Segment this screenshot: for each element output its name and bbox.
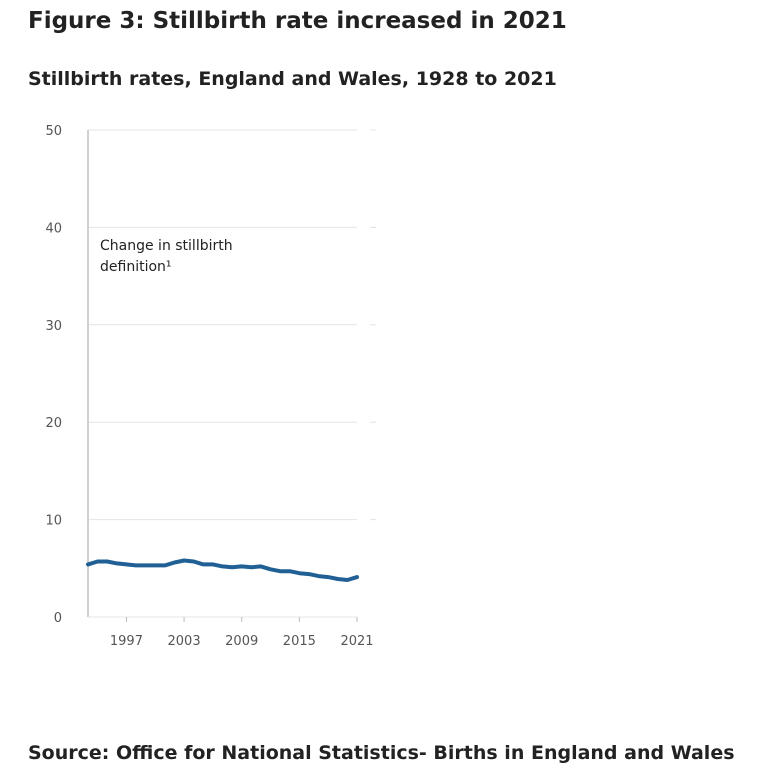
y-tick-label: 20 [45, 416, 62, 431]
chart-subtitle: Stillbirth rates, England and Wales, 192… [28, 68, 557, 90]
gridlines [88, 129, 376, 521]
y-tick-label: 10 [45, 514, 62, 529]
x-tick-label: 2015 [283, 634, 316, 649]
y-tick-label: 30 [45, 319, 62, 334]
source-note: Source: Office for National Statistics- … [28, 742, 735, 764]
y-tick-label: 0 [54, 611, 62, 626]
series-line-stillbirth-rate [86, 558, 359, 582]
y-tick-label: 50 [45, 124, 62, 139]
annotation-layer: Change in stillbirth definition¹ [100, 238, 233, 275]
annotation-line-1: Change in stillbirth [100, 238, 233, 254]
y-axis-ticks: 0 10 20 30 40 50 [45, 124, 62, 626]
x-tick-label: 2003 [168, 634, 201, 649]
x-tick-label: 2009 [225, 634, 258, 649]
x-tick-label: 1997 [110, 634, 143, 649]
annotation-line-2: definition¹ [100, 259, 172, 275]
x-tick-label: 2021 [340, 634, 373, 649]
x-axis-ticks: 1997 2003 2009 2015 2021 [88, 616, 374, 649]
line-chart: Change in stillbirth definition¹ 0 10 20 30… [45, 124, 376, 649]
figure-title: Figure 3: Stillbirth rate increased in 2… [28, 8, 567, 34]
y-tick-label: 40 [45, 221, 62, 236]
series-layer [86, 558, 359, 582]
